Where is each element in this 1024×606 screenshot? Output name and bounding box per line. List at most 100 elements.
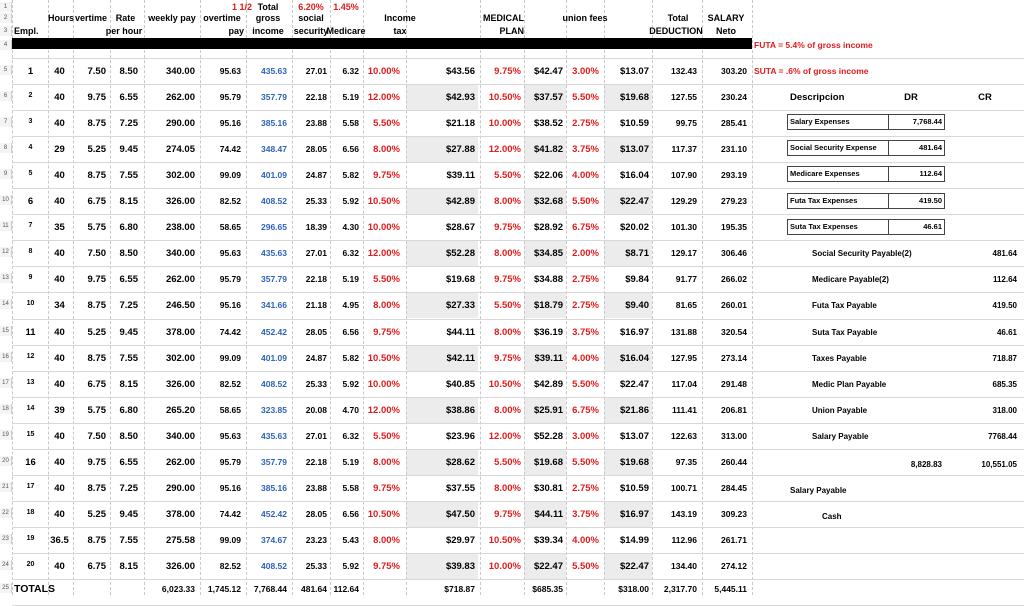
cell-wp: 326.00 (165, 196, 195, 208)
cell-mpa: $39.11 (534, 352, 563, 364)
cell-h: 40 (54, 560, 65, 572)
journal-cr-header: CR (978, 92, 992, 103)
cell-tp: 5.50% (373, 118, 400, 130)
cell-ss: 18.39 (305, 222, 327, 233)
cell-gross: 385.16 (261, 482, 287, 493)
grid-hline (12, 110, 1024, 112)
row-shade (604, 188, 652, 215)
row-shade (604, 84, 652, 111)
cell-up: 5.50% (572, 560, 599, 572)
cell-mp: 8.00% (494, 326, 521, 338)
cell-td: 97.35 (675, 456, 697, 467)
cell-rate: 6.80 (119, 404, 139, 416)
cell-rate: 9.45 (119, 144, 139, 156)
cell-tax: $21.18 (445, 118, 475, 130)
cell-up: 2.75% (572, 482, 599, 494)
grid-hline (12, 526, 1024, 528)
grid-vline (330, 0, 331, 595)
row-header: 22 (0, 507, 12, 518)
cell-ss: 28.05 (305, 326, 327, 337)
cell-tp: 12.00% (367, 92, 400, 104)
cell-rate: 8.50 (119, 430, 139, 442)
cell-up: 2.75% (572, 274, 599, 286)
grid-vline (292, 0, 293, 595)
cell-otp: 74.42 (219, 508, 241, 519)
cell-rate: 8.50 (119, 248, 139, 260)
journal-credit-amount: 46.61 (996, 327, 1017, 337)
grid-hline (12, 552, 1024, 554)
cell-mpa: $19.68 (533, 456, 563, 468)
cell-tp: 12.00% (367, 248, 400, 260)
cell-ua: $20.02 (619, 222, 649, 234)
row-shade (406, 500, 478, 527)
cell-mpa: $34.88 (533, 274, 563, 286)
cell-mpa: $36.19 (533, 326, 563, 338)
cell-otp: 99.09 (219, 170, 241, 181)
cell-tax: $40.85 (445, 378, 475, 390)
row-header: 5 (0, 65, 12, 75)
cell-ua: $8.71 (625, 248, 649, 260)
cell-mp: 9.75% (494, 222, 521, 234)
cell-mpa: $30.81 (533, 482, 563, 494)
cell-h: 40 (54, 352, 65, 364)
cell-ss: 25.33 (305, 560, 327, 571)
journal-credit-label: Salary Payable (812, 432, 869, 442)
cell-empl: 3 (28, 118, 33, 126)
cell-tp: 9.75% (373, 326, 400, 338)
cell-wp: 262.00 (165, 274, 195, 286)
futa-note: FUTA = 5.4% of gross income (754, 40, 873, 50)
journal-total-dr: 8,828.83 (910, 460, 942, 469)
cell-wp: 238.00 (165, 222, 195, 234)
cell-up: 4.00% (572, 534, 599, 546)
cell-gross: 408.52 (261, 378, 287, 389)
cell-otp: 58.65 (219, 222, 241, 233)
grid-vline (480, 0, 481, 595)
cell-h: 40 (54, 66, 65, 77)
cell-rate: 6.80 (119, 222, 139, 234)
cell-up: 6.75% (572, 222, 599, 234)
cell-td: 132.43 (671, 66, 697, 76)
cell-empl: 16 (25, 456, 36, 468)
journal-dr-header: DR (904, 92, 918, 103)
cell-neto: 313.00 (721, 430, 747, 441)
cell-neto: 306.46 (721, 248, 747, 259)
total-ua: $318.00 (618, 584, 649, 594)
cell-tax: $27.88 (445, 144, 475, 156)
cell-ot: 6.75 (87, 560, 107, 572)
row-shade (524, 84, 566, 111)
journal-credit-amount: 481.64 (992, 249, 1017, 258)
medicare-header: Medicare (326, 26, 366, 36)
cell-h: 40 (54, 92, 65, 104)
journal-credit-amount: 318.00 (992, 406, 1017, 416)
cell-tax: $43.56 (445, 66, 475, 77)
cell-med: 5.82 (342, 170, 359, 181)
cell-tax: $39.11 (446, 170, 475, 182)
cell-empl: 10 (26, 300, 35, 308)
total-deduction-header: Total (667, 13, 689, 23)
row-shade (406, 188, 478, 215)
cell-mp: 9.75% (494, 352, 521, 364)
cell-ot: 5.25 (87, 508, 107, 520)
cell-ot: 8.75 (87, 300, 107, 312)
cell-ua: $9.40 (625, 300, 649, 312)
cell-up: 2.75% (572, 118, 599, 130)
cell-ua: $22.47 (619, 378, 649, 390)
cell-med: 6.56 (342, 144, 359, 155)
cell-rate: 7.55 (119, 534, 139, 546)
cell-ss: 23.88 (305, 118, 327, 129)
cell-mpa: $22.47 (533, 560, 563, 572)
cell-mpa: $25.91 (533, 404, 563, 416)
row-shade (406, 448, 478, 475)
row-header: 19 (0, 429, 12, 440)
cell-empl: 18 (26, 508, 35, 516)
cell-ua: $19.68 (619, 456, 649, 468)
cell-ua: $22.47 (619, 560, 649, 572)
grid-vline (752, 0, 753, 595)
gross-header: gross (255, 13, 281, 23)
cell-rate: 8.50 (119, 66, 139, 77)
cell-ot: 6.75 (87, 378, 107, 390)
cell-ot: 7.50 (87, 248, 107, 260)
row-header: 14 (0, 299, 12, 310)
grid-hline (12, 370, 1024, 372)
